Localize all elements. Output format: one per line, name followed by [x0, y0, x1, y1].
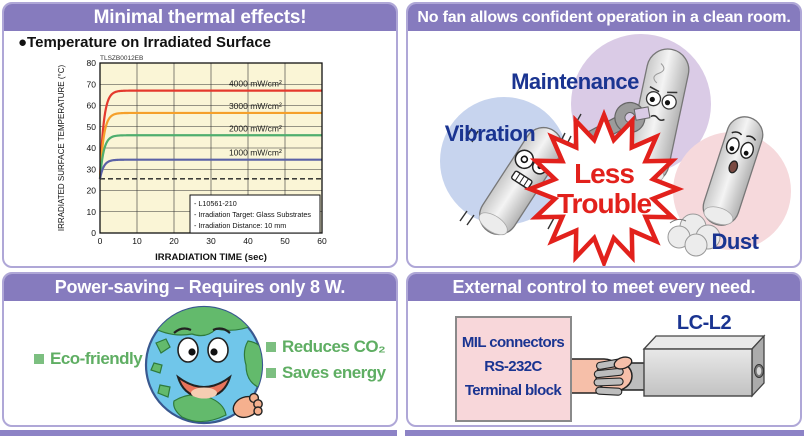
- svg-text:50: 50: [87, 122, 97, 132]
- svg-text:70: 70: [87, 79, 97, 89]
- svg-text:20: 20: [169, 236, 179, 246]
- connector-options-box: MIL connectors RS-232C Terminal block: [455, 316, 572, 422]
- handshake-illustration: MIL connectors RS-232C Terminal block LC…: [455, 312, 766, 422]
- panel-external-control: External control to meet every need.: [406, 272, 802, 427]
- vibration-marks: [459, 113, 582, 233]
- reduces-co2-label: Reduces CO₂: [282, 337, 386, 356]
- earth-illustration: [144, 305, 264, 425]
- panel-no-fan-clean-room: No fan allows confident operation in a c…: [406, 2, 802, 268]
- footer-accent-bar-right: [405, 430, 804, 436]
- saves-energy-bullet: Saves energy: [266, 363, 386, 383]
- svg-text:60: 60: [87, 101, 97, 111]
- svg-text:TLSZB0012EB: TLSZB0012EB: [100, 55, 143, 62]
- svg-text:50: 50: [280, 236, 290, 246]
- lc-l2-device: [642, 334, 766, 398]
- power-panel-body: Eco-friendly Reduces CO₂ Saves energy: [4, 301, 396, 425]
- panel-title: Power-saving – Requires only 8 W.: [4, 274, 396, 301]
- eco-friendly-bullet: Eco-friendly: [34, 349, 143, 369]
- handshake-hands: [593, 356, 633, 396]
- svg-text:IRRADIATION TIME (sec): IRRADIATION TIME (sec): [155, 252, 267, 263]
- svg-text:20: 20: [87, 186, 97, 196]
- svg-text:- Irradiation Target: Glass Su: - Irradiation Target: Glass Substrates: [194, 210, 311, 219]
- svg-text:10: 10: [87, 207, 97, 217]
- bullet-square-icon: [266, 342, 276, 352]
- svg-text:0: 0: [91, 228, 96, 238]
- burst-text-line2: Trouble: [557, 188, 652, 219]
- svg-text:- L10561-210: - L10561-210: [194, 199, 237, 208]
- panel-title: External control to meet every need.: [408, 274, 800, 301]
- earth-cartoon: [144, 305, 264, 425]
- svg-text:- Irradiation Distance: 10 mm: - Irradiation Distance: 10 mm: [194, 221, 286, 230]
- svg-text:30: 30: [87, 164, 97, 174]
- burst-text-line1: Less: [574, 158, 634, 189]
- svg-text:2000 mW/cm²: 2000 mW/cm²: [229, 123, 282, 133]
- svg-text:40: 40: [243, 236, 253, 246]
- device-label: LC-L2: [677, 312, 732, 334]
- dust-cloud: [667, 213, 721, 257]
- vibration-label: Vibration: [445, 121, 536, 146]
- svg-text:1000 mW/cm²: 1000 mW/cm²: [229, 148, 282, 158]
- panel-title: No fan allows confident operation in a c…: [408, 4, 800, 31]
- panel-minimal-thermal-effects: Minimal thermal effects! ●Temperature on…: [2, 2, 398, 268]
- less-trouble-illustration: Less Trouble Maintenance Vibration Dust: [440, 34, 791, 266]
- connector-line-rs232c: RS-232C: [484, 358, 542, 375]
- svg-text:4000 mW/cm²: 4000 mW/cm²: [229, 79, 282, 89]
- svg-text:30: 30: [206, 236, 216, 246]
- less-trouble-starburst: [523, 108, 685, 266]
- reduces-co2-bullet: Reduces CO₂: [266, 337, 386, 357]
- earth-hand: [232, 392, 263, 419]
- connector-line-terminal: Terminal block: [465, 382, 563, 399]
- temperature-line-chart: 0 10 20 30 40 50 60 0 10 20 30 40 50 60 70 80 4000 mW/cm…: [57, 55, 327, 263]
- svg-text:10: 10: [132, 236, 142, 246]
- nofan-panel-body: Less Trouble Maintenance Vibration Dust: [408, 31, 800, 266]
- svg-text:IRRADIATED SURFACE TEMPERATURE: IRRADIATED SURFACE TEMPERATURE (°C): [57, 65, 66, 232]
- chart-heading: ●Temperature on Irradiated Surface: [18, 34, 272, 51]
- bullet-square-icon: [266, 368, 276, 378]
- svg-text:3000 mW/cm²: 3000 mW/cm²: [229, 101, 282, 111]
- bullet-square-icon: [34, 354, 44, 364]
- svg-text:60: 60: [317, 236, 327, 246]
- dust-character: [702, 116, 764, 226]
- dust-label: Dust: [712, 229, 760, 254]
- panel-power-saving: Power-saving – Requires only 8 W.: [2, 272, 398, 427]
- connector-line-mil: MIL connectors: [462, 334, 564, 351]
- footer-accent-bar-left: [0, 430, 397, 436]
- svg-text:0: 0: [98, 236, 103, 246]
- svg-text:40: 40: [87, 143, 97, 153]
- svg-text:80: 80: [87, 58, 97, 68]
- eco-friendly-label: Eco-friendly: [50, 349, 143, 368]
- external-panel-body: MIL connectors RS-232C Terminal block LC…: [408, 301, 800, 425]
- vibration-character: [478, 126, 563, 236]
- maintenance-label: Maintenance: [511, 69, 639, 94]
- saves-energy-label: Saves energy: [282, 363, 386, 382]
- panel-title: Minimal thermal effects!: [4, 4, 396, 31]
